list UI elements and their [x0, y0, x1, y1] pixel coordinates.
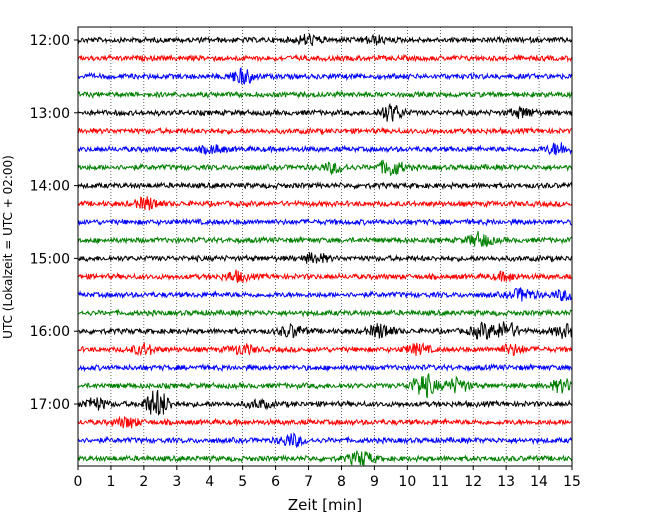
y-tick-label: 13:00	[30, 106, 70, 122]
x-tick-label: 7	[304, 474, 313, 490]
seismogram-trace	[77, 415, 573, 429]
x-tick-label: 8	[337, 474, 346, 490]
plot-frame	[77, 26, 573, 467]
grid-layer	[110, 27, 540, 466]
x-axis-label: Zeit [min]	[288, 496, 362, 514]
x-tick-label: 6	[271, 474, 280, 490]
seismogram-trace	[77, 450, 573, 467]
x-tick-label: 9	[370, 474, 379, 490]
trace-layer	[77, 32, 573, 467]
seismogram-trace	[77, 196, 573, 211]
seismogram-trace	[77, 372, 573, 399]
x-axis-ticks: 0 1 2 3 4 5 6 7 8 9 10 11 12 13 14 15	[74, 466, 581, 490]
seismogram-trace	[77, 53, 573, 63]
seismogram-trace	[77, 32, 573, 47]
y-tick-label: 12:00	[30, 33, 70, 49]
x-tick-label: 1	[106, 474, 115, 490]
seismogram-trace	[77, 67, 573, 85]
x-tick-label: 15	[563, 474, 581, 490]
y-axis-ticks: 12:00 13:00 14:00 15:00 16:00 17:00	[30, 33, 78, 413]
seismogram-trace	[77, 252, 573, 264]
seismogram-trace	[77, 90, 573, 100]
x-tick-label: 13	[497, 474, 515, 490]
y-axis-label: UTC (Lokalzeit = UTC + 02:00)	[1, 155, 15, 339]
y-tick-label: 16:00	[30, 324, 70, 340]
seismogram-trace	[77, 287, 573, 302]
seismogram-trace	[77, 341, 573, 357]
x-tick-label: 12	[464, 474, 482, 490]
y-tick-label: 17:00	[30, 397, 70, 413]
seismogram-trace	[77, 230, 573, 247]
x-tick-label: 3	[172, 474, 181, 490]
seismogram-trace	[77, 362, 573, 373]
x-tick-label: 10	[398, 474, 416, 490]
x-tick-label: 4	[205, 474, 214, 490]
seismogram-trace	[77, 159, 573, 176]
seismogram-trace	[77, 269, 573, 284]
x-tick-label: 11	[431, 474, 449, 490]
seismogram-trace	[77, 217, 573, 227]
seismogram-trace	[77, 102, 573, 122]
seismogram-trace	[77, 142, 573, 156]
y-tick-label: 15:00	[30, 251, 70, 267]
seismogram-trace	[77, 181, 573, 191]
x-tick-label: 0	[74, 474, 83, 490]
x-tick-label: 5	[238, 474, 247, 490]
x-tick-label: 2	[139, 474, 148, 490]
seismogram-trace	[77, 321, 573, 340]
seismogram-trace	[77, 308, 573, 318]
y-tick-label: 14:00	[30, 179, 70, 195]
seismogram-trace	[77, 126, 573, 136]
x-tick-label: 14	[530, 474, 548, 490]
seismogram-trace	[77, 432, 573, 448]
seismogram-trace	[77, 389, 573, 416]
